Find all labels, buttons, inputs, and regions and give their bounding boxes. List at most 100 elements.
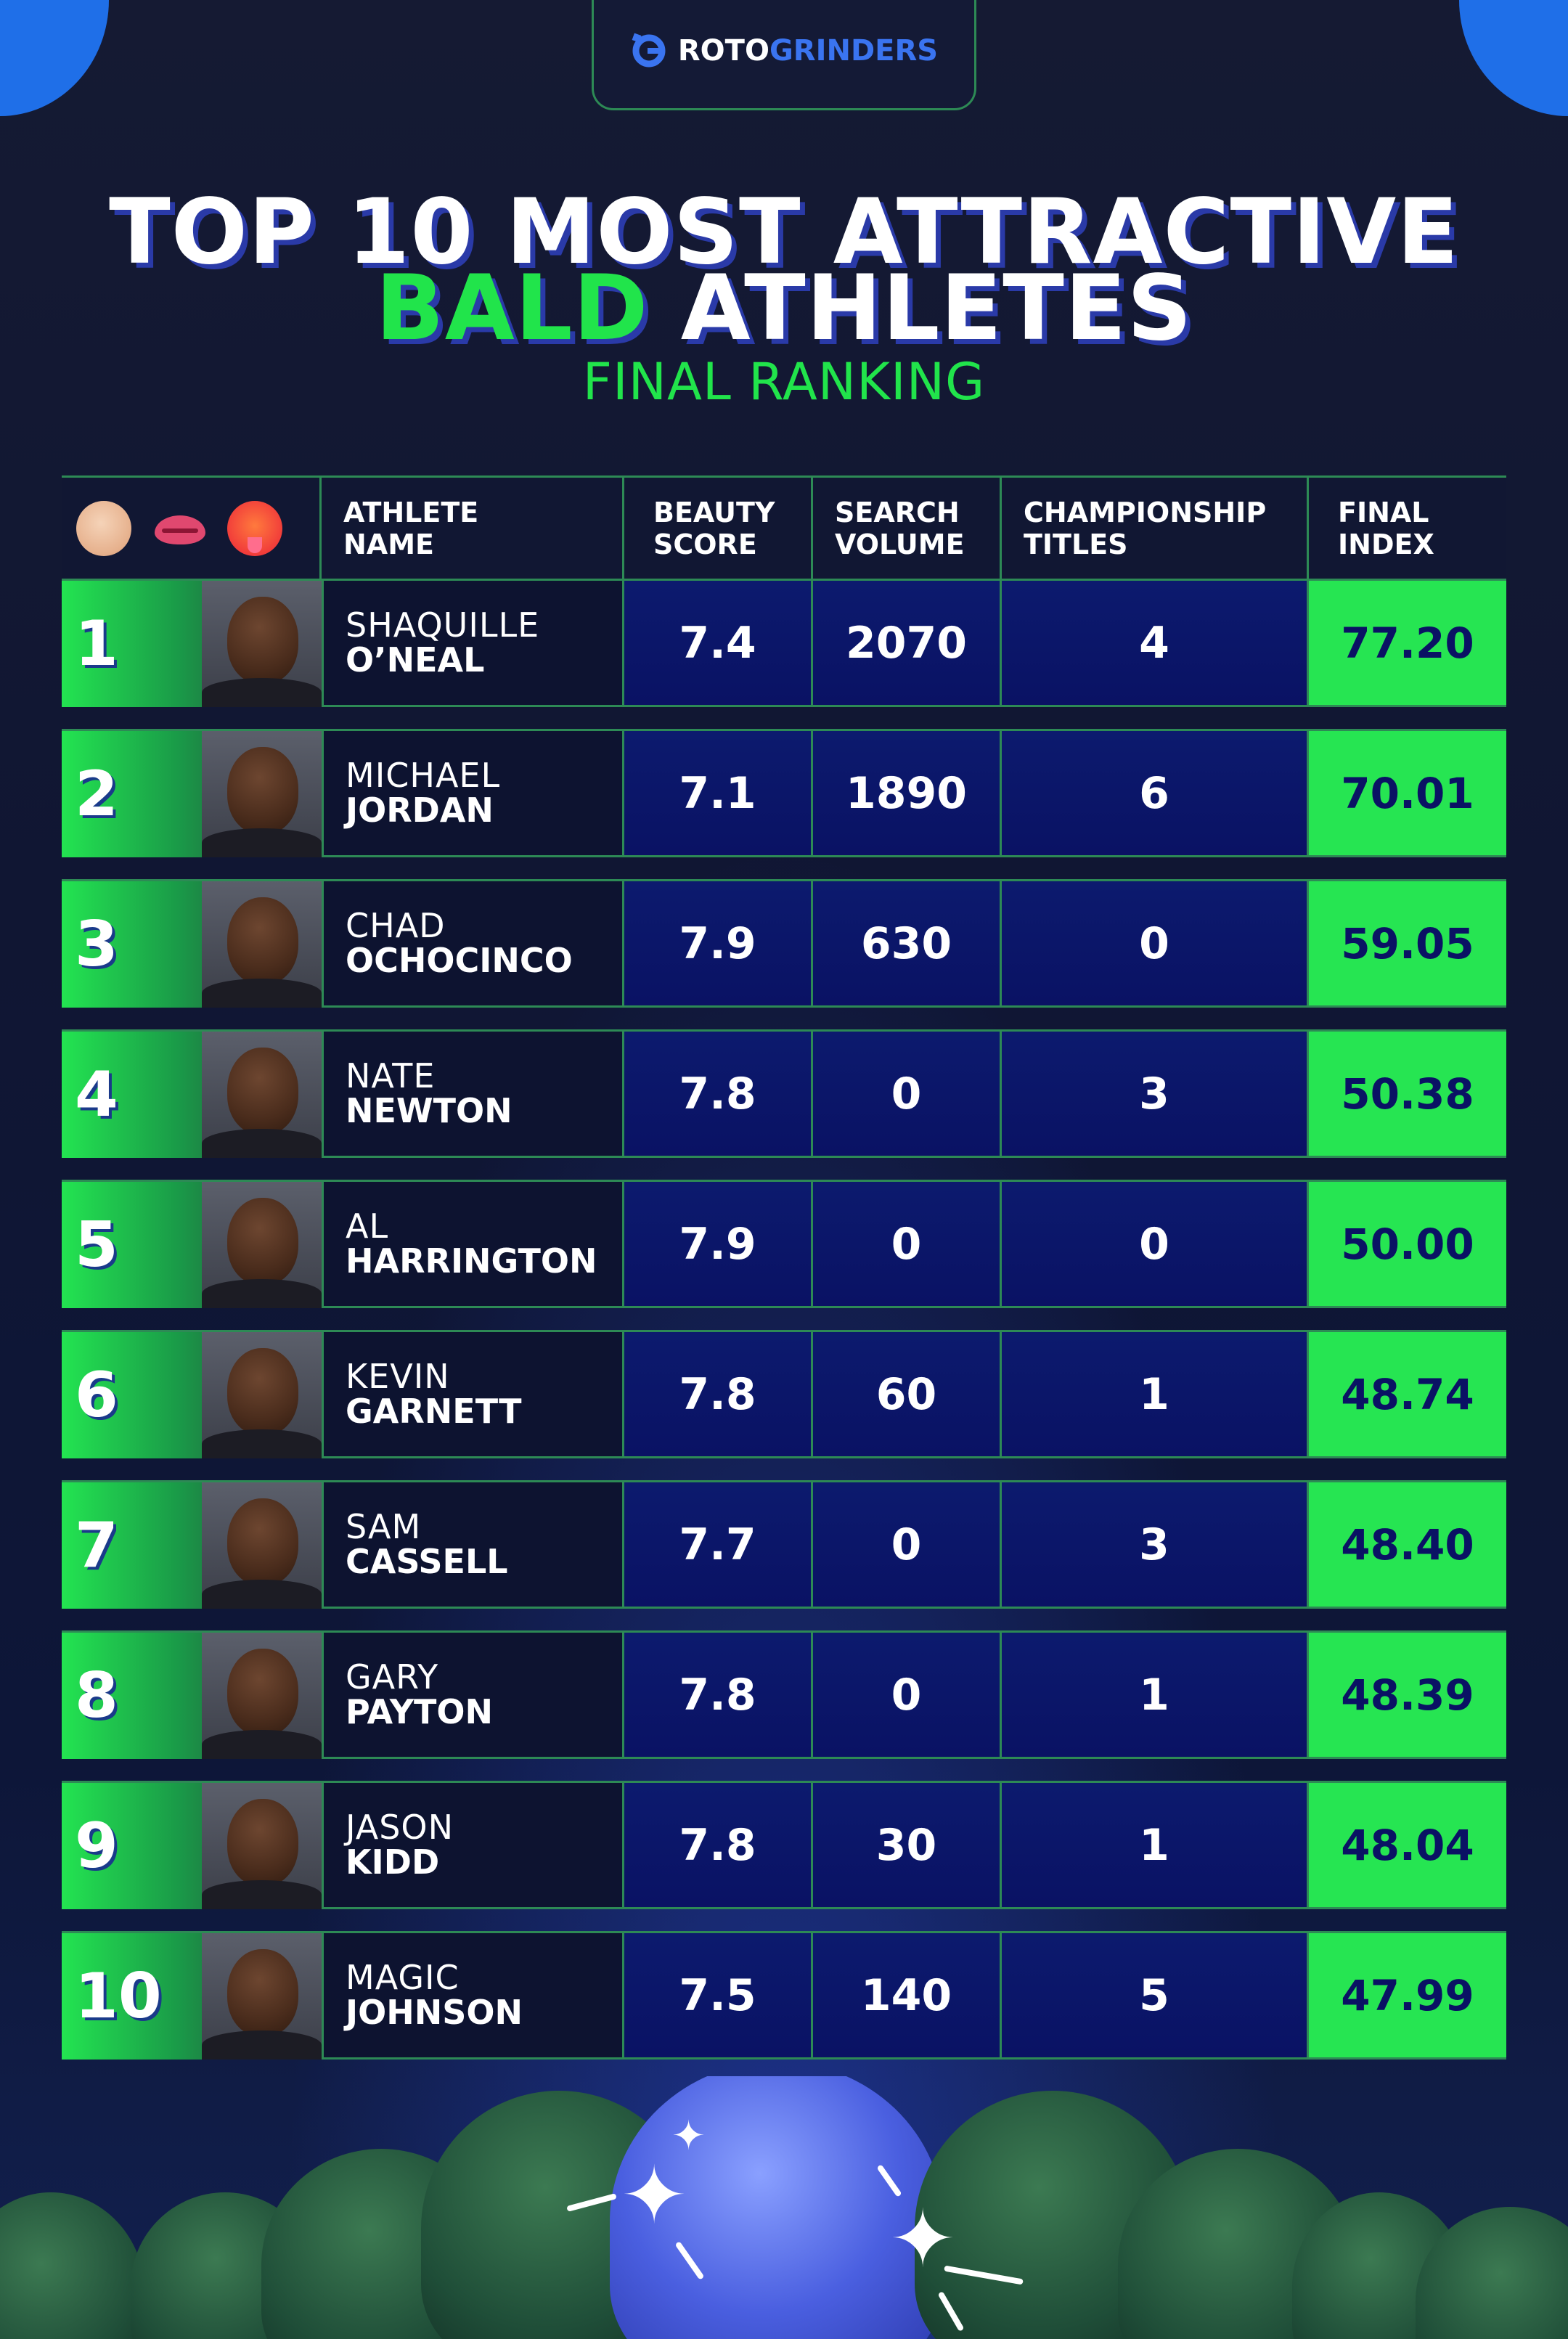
page-title-line1: TOP 10 MOST ATTRACTIVE [109,180,1459,285]
final-index-cell: 48.40 [1309,1482,1506,1609]
header-champ-line1: CHAMPIONSHIP [1024,496,1267,528]
rank-number: 3 [75,908,118,981]
athlete-head [227,1949,298,2036]
athlete-photo [202,881,322,1008]
brand-roto: ROTO [677,33,769,68]
table-row: 3 CHAD OCHOCINCO 7.9 630 0 59.05 [62,879,1506,1008]
header-beauty-line1: BEAUTY [653,496,775,528]
beauty-score-cell: 7.9 [624,1182,813,1308]
table-row: 5 AL HARRINGTON 7.9 0 0 50.00 [62,1180,1506,1308]
athlete-head [227,1799,298,1886]
athlete-shoulders [202,678,322,707]
championship-titles-cell: 1 [1002,1332,1309,1458]
search-volume-cell: 2070 [813,581,1002,707]
rank-number: 2 [75,758,118,830]
rank-cell: 6 [62,1332,322,1458]
final-index-cell: 50.38 [1309,1032,1506,1158]
athlete-head [227,747,298,834]
athlete-shoulders [202,2030,322,2060]
athlete-last-name: PAYTON [346,1691,493,1731]
athlete-name-cell: MICHAEL JORDAN [322,731,624,857]
gear-g-logo-icon [630,32,668,70]
athlete-photo [202,1182,322,1308]
athlete-last-name: GARNETT [346,1391,522,1431]
athlete-last-name: JORDAN [346,790,494,830]
header-search-line2: VOLUME [835,528,965,560]
athlete-shoulders [202,1279,322,1308]
athlete-last-name: JOHNSON [346,1992,523,2032]
athlete-head [227,1649,298,1736]
athlete-head [227,1198,298,1285]
athlete-last-name: HARRINGTON [346,1241,597,1281]
final-index-cell: 70.01 [1309,731,1506,857]
header-athlete-line2: NAME [343,528,434,560]
hot-face-emoji-icon [227,500,282,556]
table-row: 9 JASON KIDD 7.8 30 1 48.04 [62,1781,1506,1909]
header-champ-line2: TITLES [1024,528,1128,560]
final-index-cell: 48.74 [1309,1332,1506,1458]
beauty-score-cell: 7.4 [624,581,813,707]
header-search-line1: SEARCH [835,496,960,528]
athlete-head [227,597,298,684]
final-index-cell: 77.20 [1309,581,1506,707]
athlete-last-name: KIDD [346,1842,440,1882]
table-body: 1 SHAQUILLE O’NEAL 7.4 2070 4 77.20 2 MI… [62,579,1506,2060]
sparkle-icon: ✦ [621,2149,688,2242]
championship-titles-cell: 3 [1002,1482,1309,1609]
athlete-name-cell: GARY PAYTON [322,1633,624,1759]
search-volume-cell: 140 [813,1933,1002,2060]
rank-number: 6 [75,1359,118,1432]
search-volume-cell: 0 [813,1032,1002,1158]
biting-lip-emoji-icon [152,501,207,556]
athlete-photo [202,1933,322,2060]
championship-titles-cell: 0 [1002,1182,1309,1308]
athlete-first-name: SHAQUILLE [346,605,540,645]
athlete-first-name: MAGIC [346,1957,460,1997]
athlete-shoulders [202,1129,322,1158]
championship-titles-cell: 1 [1002,1783,1309,1909]
beauty-score-cell: 7.8 [624,1783,813,1909]
rank-cell: 10 [62,1933,322,2060]
search-volume-cell: 30 [813,1783,1002,1909]
rank-cell: 2 [62,731,322,857]
search-volume-cell: 1890 [813,731,1002,857]
page-title-line2: BALD ATHLETES [0,258,1568,359]
championship-titles-cell: 0 [1002,881,1309,1008]
table-header: ATHLETE NAME BEAUTY SCORE SEARCH VOLUME CHA… [62,475,1506,579]
rank-cell: 4 [62,1032,322,1158]
rank-number: 1 [75,608,118,680]
rank-cell: 3 [62,881,322,1008]
athlete-name-cell: AL HARRINGTON [322,1182,624,1308]
brand-wordmark: ROTOGRINDERS [678,34,938,68]
championship-titles-cell: 4 [1002,581,1309,707]
athlete-photo [202,731,322,857]
beauty-score-cell: 7.9 [624,881,813,1008]
head-silhouette [0,2192,145,2339]
table-row: 2 MICHAEL JORDAN 7.1 1890 6 70.01 [62,729,1506,857]
header-index-line2: INDEX [1338,528,1434,560]
header-index-line1: FINAL [1338,496,1429,528]
header-beauty-score: BEAUTY SCORE [624,478,813,579]
search-volume-cell: 0 [813,1633,1002,1759]
header-championship-titles: CHAMPIONSHIP TITLES [1002,478,1309,579]
athlete-first-name: JASON [346,1807,454,1847]
championship-titles-cell: 3 [1002,1032,1309,1158]
athlete-name-cell: NATE NEWTON [322,1032,624,1158]
athlete-photo [202,1783,322,1909]
championship-titles-cell: 6 [1002,731,1309,857]
rank-number: 8 [75,1660,118,1732]
athlete-photo [202,1032,322,1158]
athlete-name-cell: KEVIN GARNETT [322,1332,624,1458]
bald-heads-illustration: ✦ ✦ ✦ [0,2076,1568,2339]
header-beauty-line2: SCORE [653,528,757,560]
table-row: 8 GARY PAYTON 7.8 0 1 48.39 [62,1630,1506,1759]
beauty-score-cell: 7.8 [624,1633,813,1759]
athlete-head [227,1048,298,1135]
brand-logo[interactable]: ROTOGRINDERS [592,0,976,110]
title-bald-word: BALD [375,256,649,361]
rank-number: 9 [75,1810,118,1882]
table-row: 1 SHAQUILLE O’NEAL 7.4 2070 4 77.20 [62,579,1506,707]
ranking-table: ATHLETE NAME BEAUTY SCORE SEARCH VOLUME CHA… [62,475,1506,2060]
athlete-first-name: GARY [346,1657,439,1697]
athlete-head [227,1498,298,1585]
